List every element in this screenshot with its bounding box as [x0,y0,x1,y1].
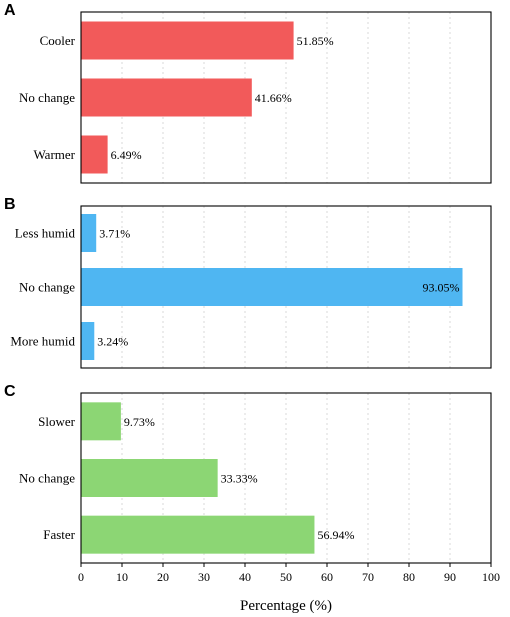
x-tick-label: 40 [239,570,251,584]
category-label: No change [19,90,75,105]
panel-letter: B [4,196,16,213]
x-tick-label: 30 [198,570,210,584]
x-tick-label: 100 [482,570,500,584]
value-label: 51.85% [297,34,334,48]
category-label: No change [19,471,75,486]
bar [81,268,463,306]
value-label: 3.71% [99,227,130,241]
value-label: 93.05% [423,281,460,295]
category-label: Less humid [15,226,76,241]
x-tick-label: 50 [280,570,292,584]
panel-b: B Less humid 3.71% No change 93.05% More humi… [4,196,492,369]
bar [81,214,97,252]
x-axis-title: Percentage (%) [240,598,332,614]
x-tick-label: 10 [116,570,128,584]
bar [81,515,315,554]
value-label: 56.94% [317,528,354,542]
category-label: Warmer [33,147,75,162]
x-tick-label: 80 [403,570,415,584]
value-label: 33.33% [221,472,258,486]
panel-frame [80,11,492,184]
x-tick-label: 0 [78,570,84,584]
panel-letter: C [4,383,16,400]
bar [81,135,108,174]
x-tick-label: 60 [321,570,333,584]
panel-a: A Cooler 51.85% No change 41.66% Warmer 6.49% [4,2,492,184]
value-label: 9.73% [124,415,155,429]
value-label: 6.49% [111,148,142,162]
x-tick-label: 20 [157,570,169,584]
panel-frame [80,205,492,369]
bar [81,459,218,497]
bar [81,78,252,117]
panel-c: C Slower 9.73% No change 33.33% Faster 56.94% [4,383,492,564]
x-tick-label: 90 [444,570,456,584]
panel-letter: A [4,2,16,19]
category-label: Faster [43,527,75,542]
bar [81,21,294,60]
bar [81,322,95,360]
value-label: 3.24% [97,335,128,349]
value-label: 41.66% [255,91,292,105]
x-tick-label: 70 [362,570,374,584]
category-label: Cooler [40,33,76,48]
category-label: No change [19,280,75,295]
category-label: More humid [10,334,75,349]
category-label: Slower [38,414,76,429]
bar [81,402,121,441]
